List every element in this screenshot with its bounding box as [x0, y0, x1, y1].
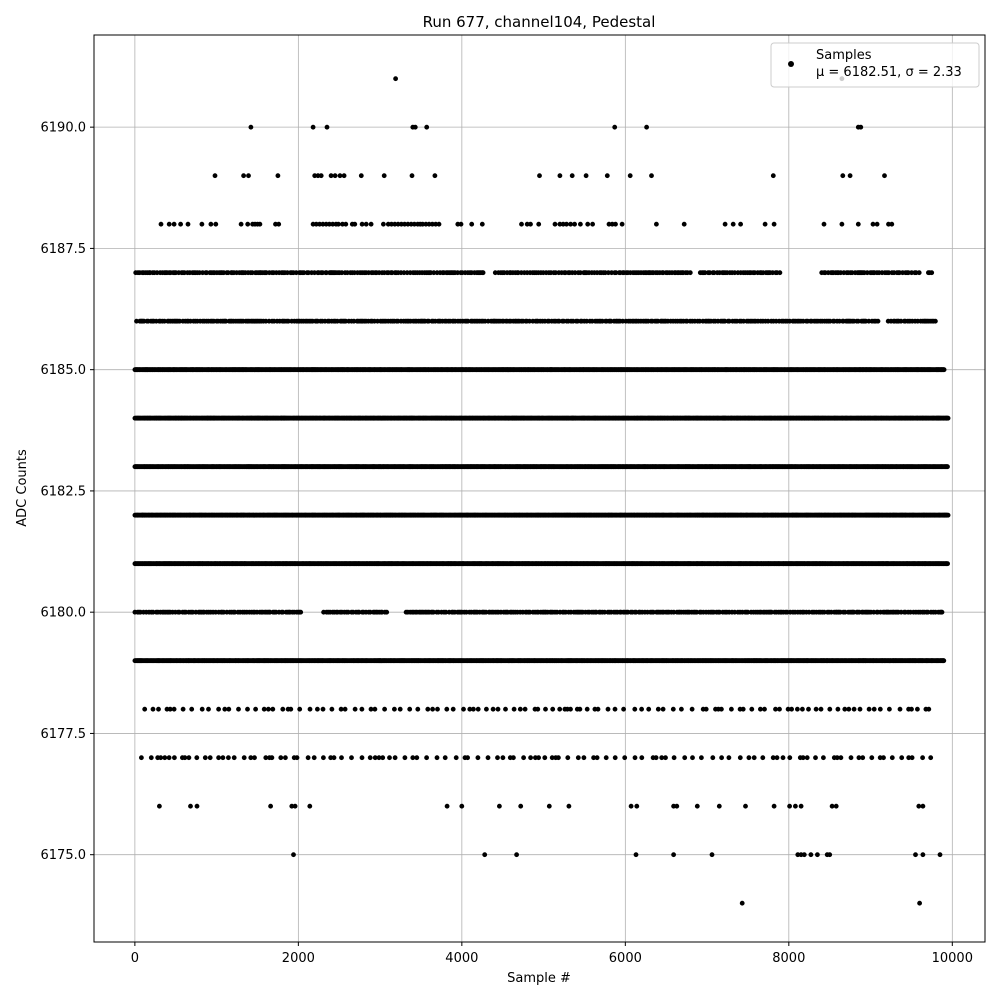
- data-point: [178, 222, 183, 227]
- data-point: [159, 222, 164, 227]
- data-point: [553, 222, 558, 227]
- data-point: [381, 222, 386, 227]
- data-point: [481, 270, 486, 275]
- data-point: [437, 222, 442, 227]
- data-point: [882, 173, 887, 178]
- data-point: [585, 222, 590, 227]
- data-point: [360, 222, 365, 227]
- data-point: [424, 125, 429, 130]
- data-point: [172, 222, 177, 227]
- data-point: [245, 222, 250, 227]
- data-point: [628, 173, 633, 178]
- data-point: [336, 222, 341, 227]
- data-point: [319, 173, 324, 178]
- data-point: [276, 173, 281, 178]
- data-point: [570, 173, 575, 178]
- data-point: [325, 125, 330, 130]
- data-point: [276, 222, 281, 227]
- data-point: [342, 173, 347, 178]
- data-point: [311, 125, 316, 130]
- data-point: [209, 222, 214, 227]
- data-point: [917, 270, 922, 275]
- data-point: [239, 222, 244, 227]
- data-point: [393, 76, 398, 81]
- data-point: [480, 222, 485, 227]
- data-point: [613, 222, 618, 227]
- data-point: [856, 222, 861, 227]
- data-point: [654, 222, 659, 227]
- data-point: [876, 319, 881, 324]
- data-point: [564, 222, 569, 227]
- data-point: [942, 367, 947, 372]
- data-point: [723, 222, 728, 227]
- data-point: [338, 173, 343, 178]
- data-point: [590, 222, 595, 227]
- data-point: [572, 222, 577, 227]
- data-point: [249, 125, 254, 130]
- data-point: [413, 125, 418, 130]
- data-point: [840, 222, 845, 227]
- data-point: [469, 222, 474, 227]
- data-point: [822, 222, 827, 227]
- data-point: [605, 173, 610, 178]
- data-point: [871, 222, 876, 227]
- data-point: [528, 222, 533, 227]
- data-point: [649, 173, 654, 178]
- data-point: [945, 464, 950, 469]
- data-point: [929, 270, 934, 275]
- data-point: [612, 125, 617, 130]
- data-point: [763, 222, 768, 227]
- chart-title: Run 677, channel104, Pedestal: [423, 13, 656, 31]
- data-point: [213, 173, 218, 178]
- data-point: [410, 173, 415, 178]
- data-point: [771, 173, 776, 178]
- data-point: [840, 173, 845, 178]
- data-point: [246, 173, 251, 178]
- data-point: [682, 222, 687, 227]
- data-point: [359, 173, 364, 178]
- grid-lines: [94, 35, 985, 942]
- data-point: [688, 270, 693, 275]
- data-point: [433, 173, 438, 178]
- data-point: [369, 222, 374, 227]
- data-point: [738, 222, 743, 227]
- data-point: [889, 222, 894, 227]
- data-point: [620, 222, 625, 227]
- data-point: [584, 173, 589, 178]
- data-point: [578, 222, 583, 227]
- data-point: [186, 222, 191, 227]
- data-point: [343, 222, 348, 227]
- data-point: [352, 222, 357, 227]
- data-point: [933, 319, 938, 324]
- data-point: [364, 222, 369, 227]
- data-point: [946, 416, 951, 421]
- data-point: [848, 173, 853, 178]
- data-point: [875, 222, 880, 227]
- data-point: [858, 125, 863, 130]
- data-point: [644, 125, 649, 130]
- data-point: [519, 222, 524, 227]
- data-point: [731, 222, 736, 227]
- data-point: [459, 222, 464, 227]
- data-point: [241, 173, 246, 178]
- data-point: [537, 173, 542, 178]
- data-point: [200, 222, 205, 227]
- data-point: [558, 173, 563, 178]
- data-point: [333, 173, 338, 178]
- data-point: [167, 222, 172, 227]
- data-point: [778, 270, 783, 275]
- data-point: [213, 222, 218, 227]
- data-point: [258, 222, 263, 227]
- data-point: [536, 222, 541, 227]
- data-point: [382, 173, 387, 178]
- data-point: [772, 222, 777, 227]
